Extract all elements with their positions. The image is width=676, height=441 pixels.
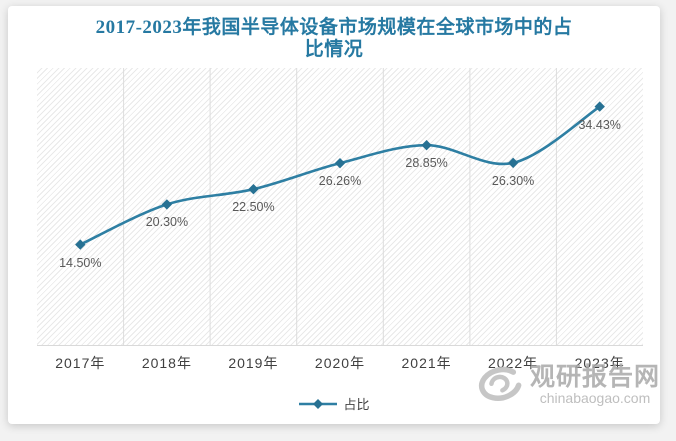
data-point-marker [161,199,173,210]
data-label: 26.26% [318,174,362,189]
watermark: 观研报告网 chinabaogao.com [472,364,660,406]
chart-card: 2017-2023年我国半导体设备市场规模在全球市场中的占 比情况 14.50%… [8,6,660,424]
x-axis-label: 2021年 [401,355,452,371]
watermark-url: chinabaogao.com [539,390,651,406]
plot-area: 14.50% 20.30% 22.50% 26.26% 28.85% 26.30% 34.4… [37,68,643,346]
x-axis-label: 2020年 [314,355,366,371]
chart-svg [75,68,605,345]
chart-title: 2017-2023年我国半导体设备市场规模在全球市场中的占 比情况 [54,17,614,61]
x-axis-label: 2023年 [574,355,625,371]
legend: 占比 [8,394,660,413]
watermark-text: 观研报告网 chinabaogao.com [530,364,660,406]
watermark-brand: 观研报告网 [530,363,661,391]
data-point-marker [248,183,259,195]
data-label: 14.50% [59,255,102,270]
x-axis: 2017年 2018年 2019年 2020年 2021年 2022年 2023年 [8,353,660,373]
data-label: 22.50% [232,200,275,215]
legend-label: 占比 [343,397,370,412]
x-axis-label: 2019年 [228,355,279,371]
data-label: 26.30% [491,173,535,188]
chart-title-line2: 比情况 [304,39,364,60]
data-label: 28.85% [405,156,448,171]
x-axis-label: 2017年 [55,355,106,371]
x-axis-label: 2018年 [141,355,192,371]
data-point-marker [421,140,432,151]
chart-title-line1: 2017-2023年我国半导体设备市场规模在全球市场中的占 [95,17,573,38]
data-label: 34.43% [578,117,621,132]
legend-line-marker-icon [299,398,338,409]
data-point-marker [507,157,519,169]
data-point-marker [75,239,86,250]
data-point-marker [334,157,346,169]
data-point-marker [594,101,605,112]
data-label: 20.30% [145,215,189,230]
swirl-logo-icon [479,366,522,401]
